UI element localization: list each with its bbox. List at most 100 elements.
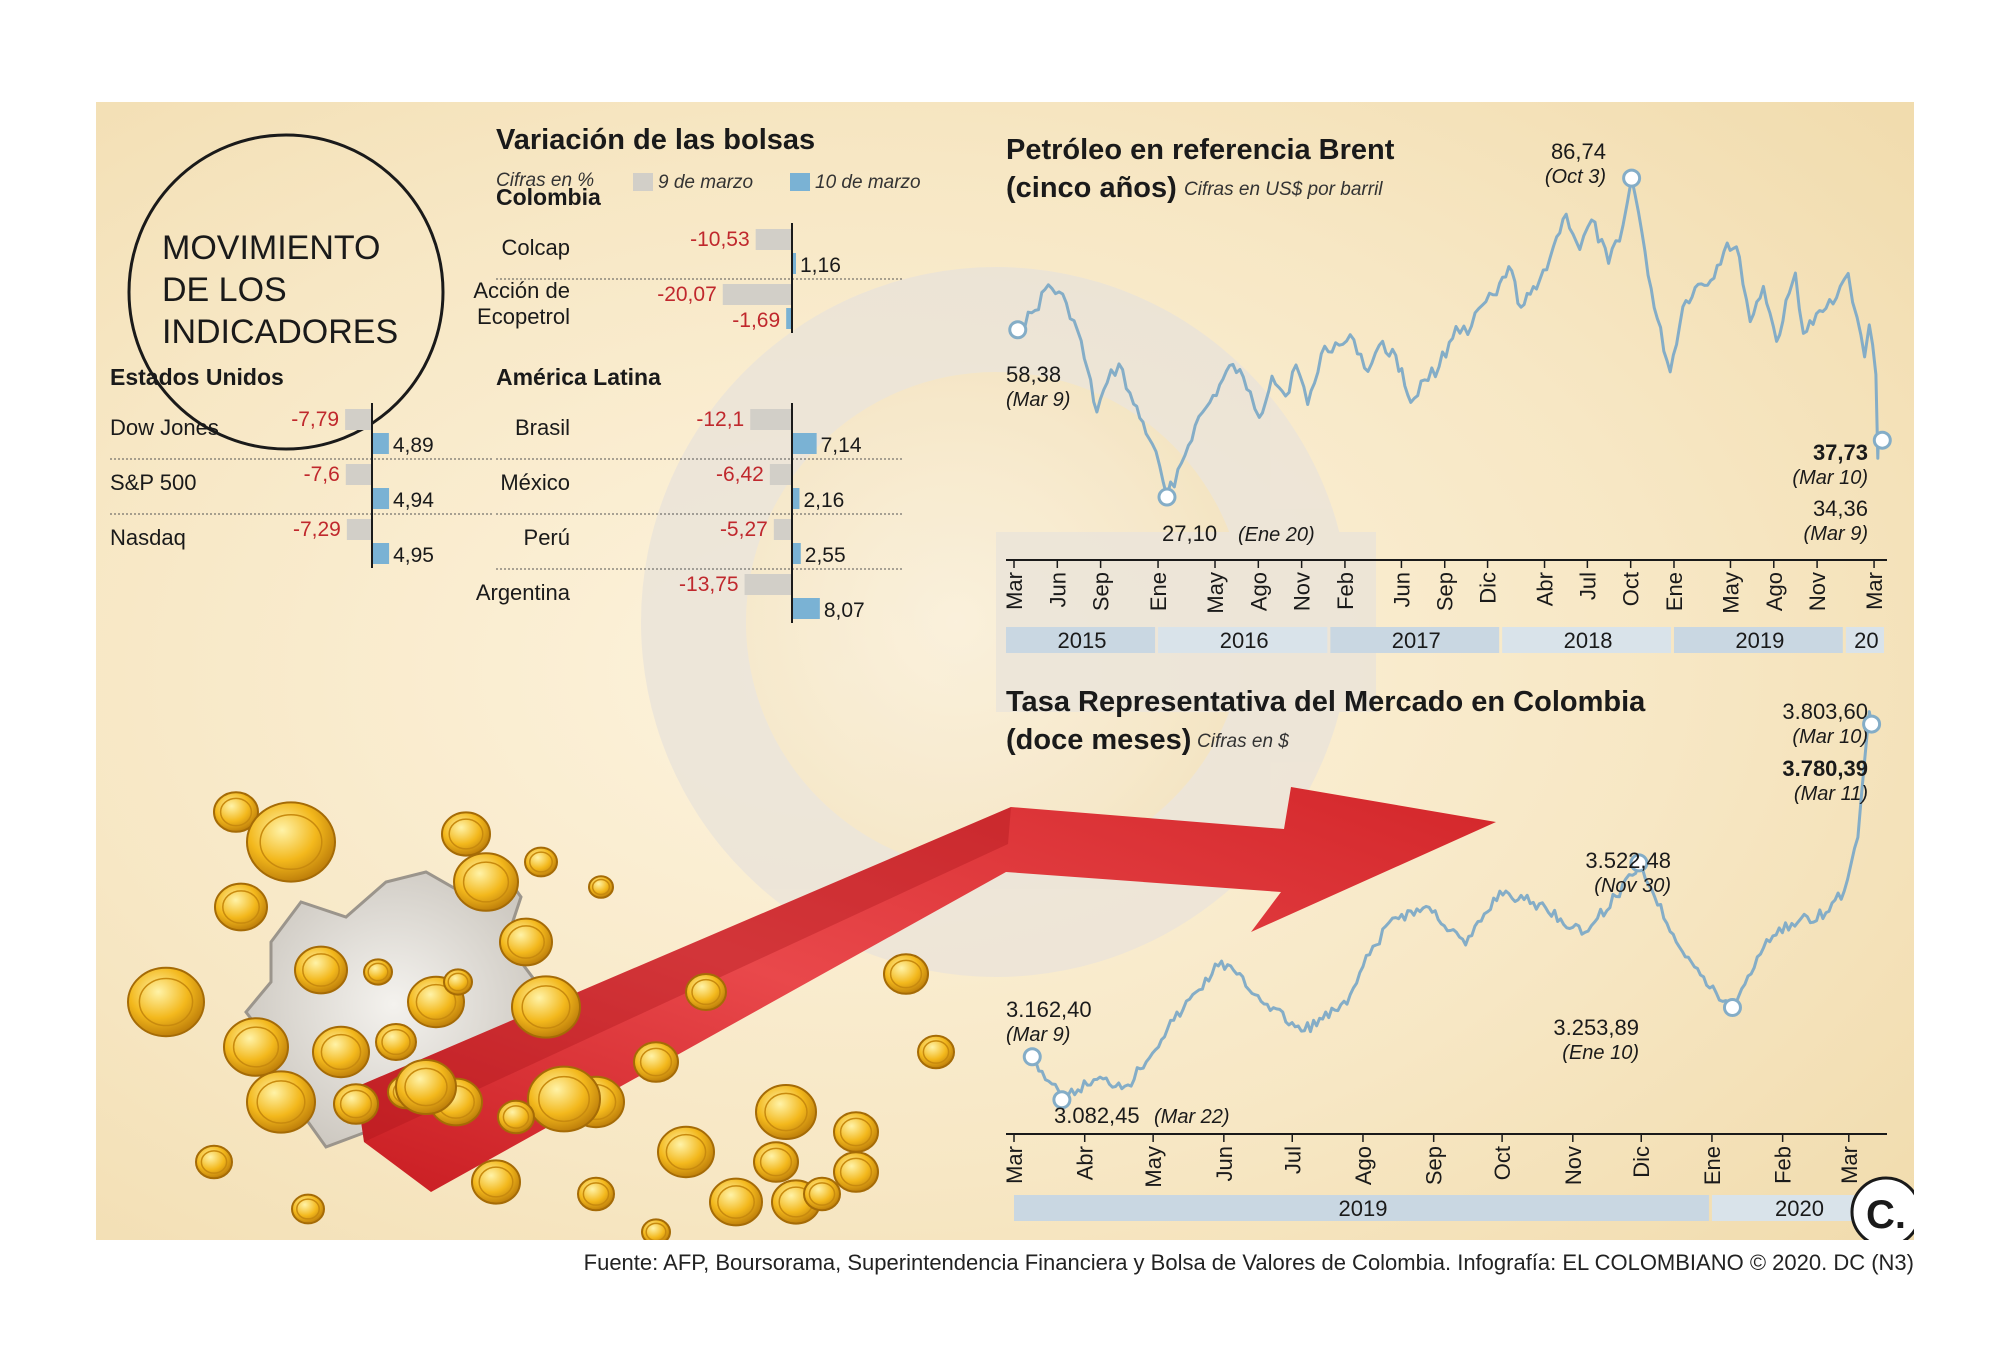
coin: [657, 1125, 715, 1179]
x-tick-label: Ago: [1351, 1146, 1376, 1185]
bar-mar10-label: 4,94: [393, 489, 434, 512]
annotation-date: (Mar 11): [1794, 783, 1868, 805]
coin: [375, 1023, 417, 1061]
red-trend-arrow: [356, 787, 1496, 1192]
stocks-title: Variación de las bolsas: [496, 124, 815, 156]
coin: [223, 1017, 289, 1077]
annotation-marker: [1008, 320, 1028, 340]
coin: [709, 1177, 763, 1227]
brand-logo: C.: [1850, 1176, 1914, 1240]
annotation-date: (Nov 30): [1594, 875, 1671, 897]
x-tick-label: May: [1718, 572, 1743, 614]
coin: [246, 801, 336, 883]
x-tick-label: Jun: [1389, 572, 1414, 607]
trm-chart: Tasa Representativa del Mercado en Colom…: [1002, 686, 1887, 1221]
x-tick-label: Dic: [1629, 1146, 1654, 1178]
background-art: [96, 102, 1914, 1240]
stock-name: Dow Jones: [110, 415, 219, 440]
bar-mar9-label: -12,1: [696, 408, 744, 431]
stock-row: Brasil -12,1 7,14: [496, 408, 902, 460]
annotation-date: (Mar 9): [1804, 523, 1868, 545]
stock-name: Perú: [524, 525, 570, 550]
coin: [641, 1218, 671, 1240]
stock-name: Nasdaq: [110, 525, 186, 550]
x-tick-label: Ene: [1700, 1146, 1725, 1185]
brent-units: Cifras en US$ por barril: [1184, 179, 1383, 200]
stock-group: Colombia Colcap -10,53 1,16 Acción deEcopetr…: [473, 184, 902, 333]
series-line: [1031, 710, 1874, 1105]
bar-mar9-label: -6,42: [716, 463, 764, 486]
coin: [312, 1025, 370, 1079]
annotation-value: 58,38: [1006, 362, 1061, 387]
year-label: 2018: [1564, 628, 1613, 653]
stocks-header: Variación de las bolsas Cifras en % 9 de…: [496, 124, 921, 193]
year-label: 2015: [1058, 628, 1107, 653]
annotation-value: 3.253,89: [1553, 1015, 1639, 1040]
year-label: 2020: [1775, 1196, 1824, 1221]
annotation-marker: [1157, 487, 1177, 507]
annotation-value: 3.162,40: [1006, 997, 1092, 1022]
x-tick-label: Mar: [1002, 572, 1027, 610]
year-band: [1158, 627, 1328, 653]
annotation-value: 27,10: [1162, 521, 1217, 546]
x-tick-label: Jul: [1280, 1146, 1305, 1174]
headline-line-3: INDICADORES: [162, 313, 398, 351]
x-tick-label: Oct: [1619, 572, 1644, 606]
year-label: 2019: [1735, 628, 1784, 653]
bar-mar9-label: -13,75: [679, 573, 739, 596]
annotation-date: (Mar 10): [1792, 726, 1868, 748]
x-tick-label: May: [1203, 572, 1228, 614]
legend-swatch-mar9: [633, 173, 653, 191]
legend-label-mar9: 9 de marzo: [658, 172, 753, 193]
bar-mar10: [792, 488, 800, 509]
bar-mar9-label: -10,53: [690, 228, 750, 251]
coin: [195, 1144, 233, 1180]
annotation-date: (Ene 20): [1238, 524, 1315, 546]
stock-name: S&P 500: [110, 470, 196, 495]
stock-group-title: Estados Unidos: [110, 364, 284, 390]
x-tick-label: Feb: [1333, 572, 1358, 610]
coin: [917, 1034, 955, 1070]
bar-mar10: [786, 308, 792, 329]
x-tick-label: Ene: [1146, 572, 1171, 611]
brent-chart: Petróleo en referencia Brent (cinco años…: [1002, 134, 1892, 653]
coin: [833, 1151, 879, 1193]
coin: [499, 917, 553, 967]
bar-mar10: [372, 488, 390, 509]
bar-mar10-label: 4,89: [393, 434, 434, 457]
coin: [497, 1099, 535, 1135]
coin: [577, 1176, 615, 1212]
coin: [441, 811, 491, 857]
annotation-marker: [1722, 997, 1742, 1017]
bar-mar10-label: 1,16: [800, 254, 841, 277]
x-tick-label: Oct: [1490, 1146, 1515, 1180]
coin: [527, 1065, 601, 1133]
annotation-date: (Ene 10): [1562, 1042, 1639, 1064]
x-tick-label: Jul: [1575, 572, 1600, 600]
annotation-date: (Mar 22): [1154, 1106, 1230, 1128]
annotation-value: 3.522,48: [1585, 848, 1671, 873]
headline-line-2: DE LOS: [162, 271, 287, 309]
year-band: [1502, 627, 1671, 653]
annotation-value: 3.082,45: [1054, 1103, 1140, 1128]
bar-mar9: [744, 574, 792, 595]
year-label: 2017: [1392, 628, 1441, 653]
stock-row: S&P 500 -7,6 4,94: [110, 463, 492, 515]
bar-mar9: [345, 409, 372, 430]
coin: [127, 966, 205, 1038]
annotation-value: 34,36: [1813, 496, 1868, 521]
x-tick-label: Jun: [1212, 1146, 1237, 1181]
brent-title-line-2: (cinco años): [1006, 172, 1177, 204]
trm-title-line-1: Tasa Representativa del Mercado en Colom…: [1006, 686, 1646, 718]
bar-mar10: [792, 543, 801, 564]
bar-mar9: [346, 519, 372, 540]
brent-title-line-1: Petróleo en referencia Brent: [1006, 134, 1395, 166]
coin: [685, 973, 727, 1011]
annotation-value: 37,73: [1813, 440, 1868, 465]
x-tick-label: Nov: [1561, 1146, 1586, 1185]
source-credit: Fuente: AFP, Boursorama, Superintendenci…: [583, 1250, 1914, 1275]
annotation-date: (Mar 9): [1006, 1024, 1070, 1046]
annotation-marker: [1872, 430, 1892, 450]
coin: [363, 958, 393, 986]
stock-name: Acción de: [473, 278, 570, 303]
